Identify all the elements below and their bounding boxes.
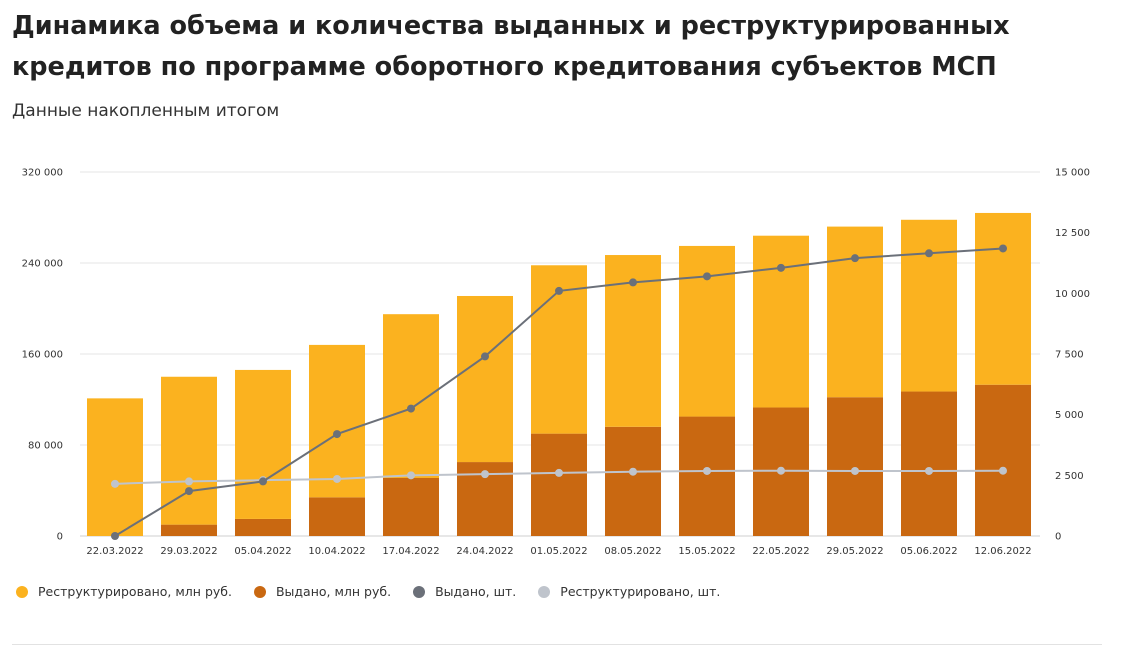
chart-title: Динамика объема и количества выданных и … xyxy=(12,11,1010,82)
y-right-tick-label: 0 xyxy=(1055,532,1061,543)
y-left-tick-label: 240 000 xyxy=(22,259,63,270)
x-tick-label: 05.04.2022 xyxy=(234,546,291,557)
bar-restructured xyxy=(161,376,217,525)
data-point xyxy=(999,466,1007,475)
legend-label: Выдано, шт. xyxy=(435,584,517,599)
y-right-tick-label: 10 000 xyxy=(1055,289,1090,300)
y-left-tick-label: 160 000 xyxy=(22,350,63,361)
data-point xyxy=(629,467,637,476)
bar-issued xyxy=(309,497,365,536)
x-tick-label: 24.04.2022 xyxy=(456,546,513,557)
data-point xyxy=(185,487,193,496)
legend: Реструктурировано, млн руб. Выдано, млн … xyxy=(16,584,720,599)
data-point xyxy=(259,477,267,486)
legend-label: Реструктурировано, шт. xyxy=(560,584,721,599)
data-point xyxy=(481,352,489,361)
combo-chart: 0 80 000 160 000 240 000 320 000 0 2 500 5 000 7… xyxy=(22,168,1090,558)
bar-restructured xyxy=(679,245,735,417)
axis-labels: 0 80 000 160 000 240 000 320 000 0 2 500 5 000 7… xyxy=(22,168,1090,558)
data-point xyxy=(925,466,933,475)
bar-issued xyxy=(901,391,957,536)
y-left-tick-label: 0 xyxy=(57,532,63,543)
x-tick-label: 22.03.2022 xyxy=(86,546,143,557)
legend-swatch-icon xyxy=(16,585,28,598)
legend-item[interactable]: Выдано, шт. xyxy=(413,584,516,599)
data-point xyxy=(999,244,1007,253)
data-point xyxy=(703,272,711,281)
bar-restructured xyxy=(235,369,291,519)
legend-swatch-icon xyxy=(538,585,551,598)
bar-issued xyxy=(383,477,439,536)
bar-issued xyxy=(161,524,217,536)
x-tick-label: 15.05.2022 xyxy=(678,546,735,557)
x-tick-label: 08.05.2022 xyxy=(604,546,661,557)
x-tick-label: 22.05.2022 xyxy=(752,546,809,557)
bar-series xyxy=(87,212,1031,536)
legend-item[interactable]: Реструктурировано, млн руб. xyxy=(16,584,232,599)
x-tick-label: 12.06.2022 xyxy=(974,546,1031,557)
bar-restructured xyxy=(383,314,439,478)
y-right-tick-label: 5 000 xyxy=(1055,410,1084,421)
data-point xyxy=(555,286,563,295)
y-left-tick-label: 320 000 xyxy=(22,168,63,179)
data-point xyxy=(407,404,415,413)
legend-label: Реструктурировано, млн руб. xyxy=(38,584,232,599)
bar-restructured xyxy=(87,398,143,536)
bar-issued xyxy=(827,397,883,536)
x-tick-label: 05.06.2022 xyxy=(900,546,957,557)
y-right-tick-label: 15 000 xyxy=(1055,168,1090,179)
data-point xyxy=(777,466,785,475)
y-left-tick-label: 80 000 xyxy=(28,441,63,452)
legend-swatch-icon xyxy=(413,585,426,598)
x-tick-label: 29.03.2022 xyxy=(160,546,217,557)
y-right-tick-label: 2 500 xyxy=(1055,471,1084,482)
legend-item[interactable]: Выдано, млн руб. xyxy=(253,584,392,599)
y-right-tick-label: 7 500 xyxy=(1055,350,1084,361)
data-point xyxy=(333,474,341,483)
chart-subtitle: Данные накопленным итогом xyxy=(12,101,280,121)
legend-label: Выдано, млн руб. xyxy=(275,584,392,599)
divider xyxy=(12,644,1102,645)
data-point xyxy=(925,249,933,258)
bar-restructured xyxy=(827,226,883,398)
bar-issued xyxy=(235,518,291,536)
legend-item[interactable]: Реструктурировано, шт. xyxy=(538,584,720,599)
bar-restructured xyxy=(309,344,365,498)
bar-issued xyxy=(975,384,1031,536)
data-point xyxy=(185,477,193,486)
data-point xyxy=(555,468,563,477)
x-tick-label: 01.05.2022 xyxy=(530,546,587,557)
x-tick-label: 29.05.2022 xyxy=(826,546,883,557)
legend-swatch-icon xyxy=(253,585,266,598)
x-tick-label: 17.04.2022 xyxy=(382,546,439,557)
data-point xyxy=(333,430,341,439)
bar-restructured xyxy=(975,212,1031,385)
bar-restructured xyxy=(457,295,513,463)
y-right-tick-label: 12 500 xyxy=(1055,228,1090,239)
data-point xyxy=(851,466,859,475)
data-point xyxy=(407,471,415,480)
bar-restructured xyxy=(901,219,957,392)
data-point xyxy=(703,466,711,475)
data-point xyxy=(111,532,119,540)
bar-restructured xyxy=(753,235,809,408)
data-point xyxy=(481,470,489,479)
line-series xyxy=(111,244,1007,540)
data-point xyxy=(777,263,785,272)
bar-issued xyxy=(679,416,735,536)
data-point xyxy=(851,254,859,263)
x-tick-label: 10.04.2022 xyxy=(308,546,365,557)
data-point xyxy=(111,479,119,488)
bar-issued xyxy=(531,433,587,536)
bar-issued xyxy=(605,426,661,536)
data-point xyxy=(629,278,637,287)
